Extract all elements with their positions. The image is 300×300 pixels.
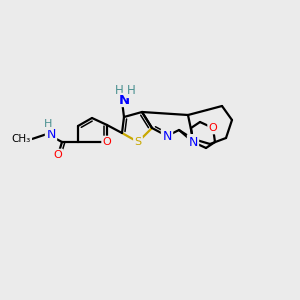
Text: CH₃: CH₃: [12, 134, 31, 144]
Text: N: N: [162, 130, 172, 142]
Text: O: O: [208, 123, 217, 133]
Text: H: H: [127, 85, 135, 98]
Text: O: O: [103, 137, 111, 147]
Text: H: H: [115, 85, 123, 98]
Text: H: H: [44, 119, 52, 129]
Text: N: N: [188, 136, 198, 148]
Text: S: S: [134, 137, 142, 147]
Text: O: O: [54, 150, 62, 160]
Text: N: N: [46, 128, 56, 140]
Text: N: N: [118, 94, 130, 106]
